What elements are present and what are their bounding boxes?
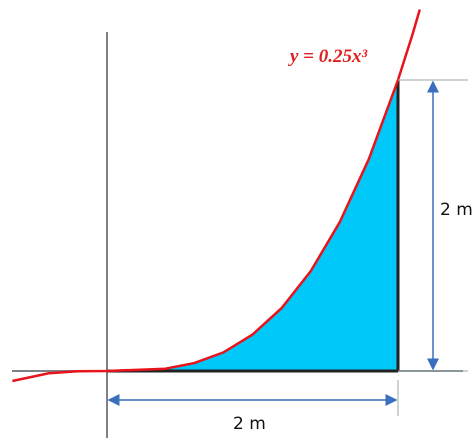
shaded-area: [107, 80, 398, 371]
width-label: 2 m: [233, 414, 266, 434]
curve: [12, 9, 421, 383]
height-label: 2 m: [440, 200, 473, 220]
equation-label: y = 0.25x³: [288, 46, 368, 67]
